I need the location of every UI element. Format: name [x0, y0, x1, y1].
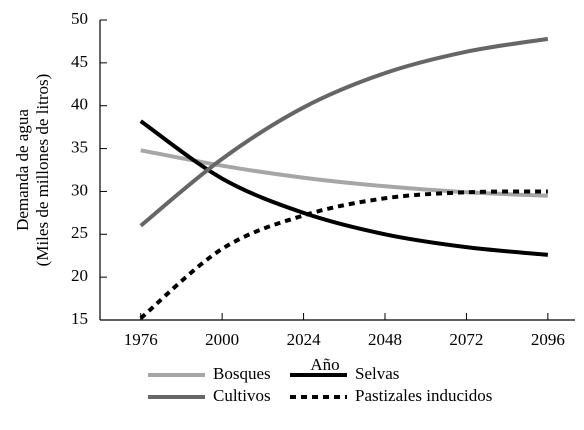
y-tick-label: 35 [71, 137, 88, 156]
x-tick-label: 1976 [124, 330, 158, 349]
y-tick-label: 50 [71, 9, 88, 28]
legend-label: Pastizales inducidos [355, 386, 492, 405]
series-line [139, 119, 549, 257]
y-tick-label: 30 [71, 180, 88, 199]
x-tick-label: 2024 [287, 330, 322, 349]
y-axis-label: Demanda de agua [13, 109, 32, 231]
legend-label: Selvas [355, 364, 399, 383]
y-axis-label: (Miles de millones de litros) [33, 74, 52, 267]
y-tick-label: 40 [71, 95, 88, 114]
y-tick-label: 15 [71, 309, 88, 328]
x-tick-label: 2048 [368, 330, 402, 349]
x-tick-label: 2000 [205, 330, 239, 349]
legend-label: Bosques [213, 364, 271, 383]
legend-label: Cultivos [213, 386, 271, 405]
x-tick-label: 2096 [531, 330, 565, 349]
x-tick-label: 2072 [449, 330, 483, 349]
x-axis-label: Año [310, 355, 339, 374]
y-tick-label: 25 [71, 223, 88, 242]
y-tick-label: 45 [71, 52, 88, 71]
y-tick-label: 20 [71, 266, 88, 285]
y-axis-label-group: Demanda de agua (Miles de millones de li… [13, 74, 52, 267]
series-line [139, 189, 548, 320]
series-line [139, 36, 549, 228]
